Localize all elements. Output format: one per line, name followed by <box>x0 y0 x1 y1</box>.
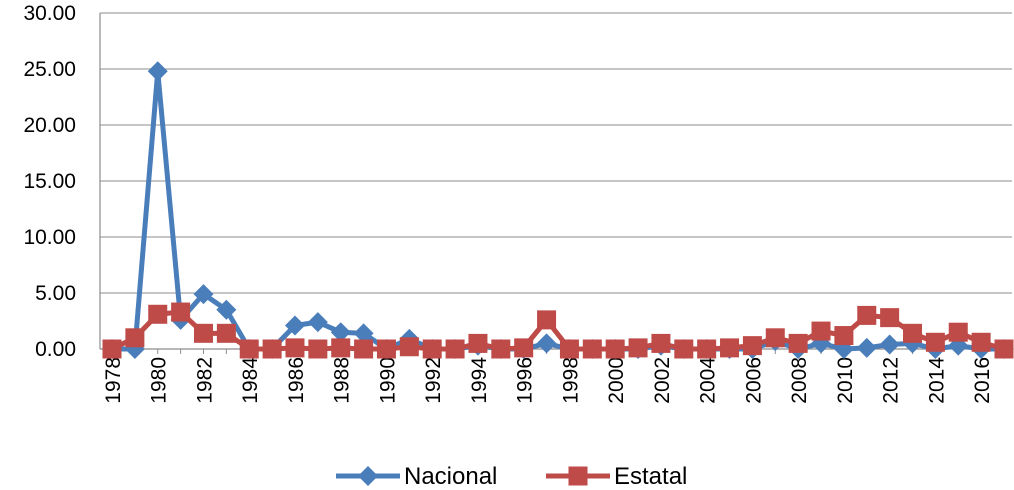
legend-label: Estatal <box>614 463 687 490</box>
y-tick-label: 5.00 <box>35 282 76 305</box>
data-point <box>788 333 808 353</box>
data-point <box>193 284 214 305</box>
x-tick-label: 1996 <box>514 357 537 404</box>
data-point <box>559 339 579 359</box>
x-tick-label: 1978 <box>102 357 125 404</box>
data-point <box>399 337 419 357</box>
data-point <box>536 333 557 354</box>
data-point <box>925 332 945 352</box>
y-tick-label: 0.00 <box>35 338 76 361</box>
y-tick-label: 15.00 <box>23 170 76 193</box>
data-point <box>674 339 694 359</box>
y-axis-tick-labels: 0.00 5.00 10.00 15.00 20.00 25.00 30.00 <box>23 2 76 361</box>
data-point <box>422 339 442 359</box>
data-point <box>354 339 374 359</box>
x-tick-label: 2012 <box>880 357 903 404</box>
data-point <box>239 339 259 359</box>
data-point <box>102 339 122 359</box>
x-tick-label: 2008 <box>788 357 811 404</box>
y-tick-label: 25.00 <box>23 58 76 81</box>
data-point <box>994 339 1014 359</box>
data-point <box>582 339 602 359</box>
x-tick-label: 1998 <box>559 357 582 404</box>
data-point <box>171 302 191 322</box>
data-point <box>651 333 671 353</box>
data-point <box>125 328 145 348</box>
data-point <box>491 339 511 359</box>
data-point <box>903 323 923 343</box>
data-point <box>331 338 351 358</box>
x-tick-label: 2016 <box>971 357 994 404</box>
data-point <box>262 339 282 359</box>
x-tick-label: 1980 <box>148 357 171 404</box>
axes <box>99 13 1012 354</box>
data-point <box>537 310 557 330</box>
data-point <box>948 322 968 342</box>
legend-item-estatal: Estatal <box>546 463 687 490</box>
data-point <box>605 339 625 359</box>
data-point <box>216 299 237 320</box>
data-point <box>376 339 396 359</box>
x-tick-label: 2004 <box>697 357 720 404</box>
data-point <box>834 326 854 346</box>
x-tick-label: 1986 <box>285 357 308 404</box>
x-tick-label: 1988 <box>331 357 354 404</box>
data-point <box>216 323 236 343</box>
data-point <box>879 334 900 355</box>
y-tick-label: 10.00 <box>23 226 76 249</box>
data-point <box>568 466 588 486</box>
data-point <box>330 322 351 343</box>
data-point <box>811 321 831 341</box>
x-tick-label: 2010 <box>834 357 857 404</box>
data-point <box>468 333 488 353</box>
legend: Nacional Estatal <box>336 463 687 490</box>
data-point <box>284 315 305 336</box>
x-tick-label: 2000 <box>605 357 628 404</box>
legend-item-nacional: Nacional <box>336 463 497 490</box>
series-estatal <box>102 302 1014 359</box>
x-tick-label: 2006 <box>742 357 765 404</box>
data-point <box>285 338 305 358</box>
x-tick-label: 1990 <box>376 357 399 404</box>
x-tick-label: 2002 <box>651 357 674 404</box>
x-tick-label: 1982 <box>193 357 216 404</box>
x-tick-label: 1994 <box>468 357 491 404</box>
data-point <box>720 338 740 358</box>
legend-label: Nacional <box>404 463 497 490</box>
x-tick-label: 1984 <box>239 357 262 404</box>
data-point <box>193 323 213 343</box>
x-tick-label: 2014 <box>925 357 948 404</box>
data-point <box>857 305 877 325</box>
data-point <box>856 337 877 358</box>
x-axis-tick-labels: 1978 1980 1982 1984 1986 1988 1990 1992 1994 1996… <box>102 357 994 404</box>
data-point <box>307 312 328 333</box>
y-tick-label: 20.00 <box>23 114 76 137</box>
x-tick-label: 1992 <box>422 357 445 404</box>
data-point <box>445 339 465 359</box>
data-point <box>358 466 378 486</box>
data-point <box>353 323 374 344</box>
data-point <box>697 339 717 359</box>
series-line <box>110 309 1005 352</box>
data-point <box>147 61 168 82</box>
data-point <box>514 338 534 358</box>
gridlines <box>100 12 1012 294</box>
data-point <box>148 304 168 324</box>
y-tick-label: 30.00 <box>23 2 76 25</box>
data-point <box>765 328 785 348</box>
data-point <box>971 332 991 352</box>
data-point <box>628 338 648 358</box>
data-point <box>880 308 900 328</box>
data-point <box>308 339 328 359</box>
data-point <box>742 336 762 356</box>
series-layer <box>102 61 1014 359</box>
